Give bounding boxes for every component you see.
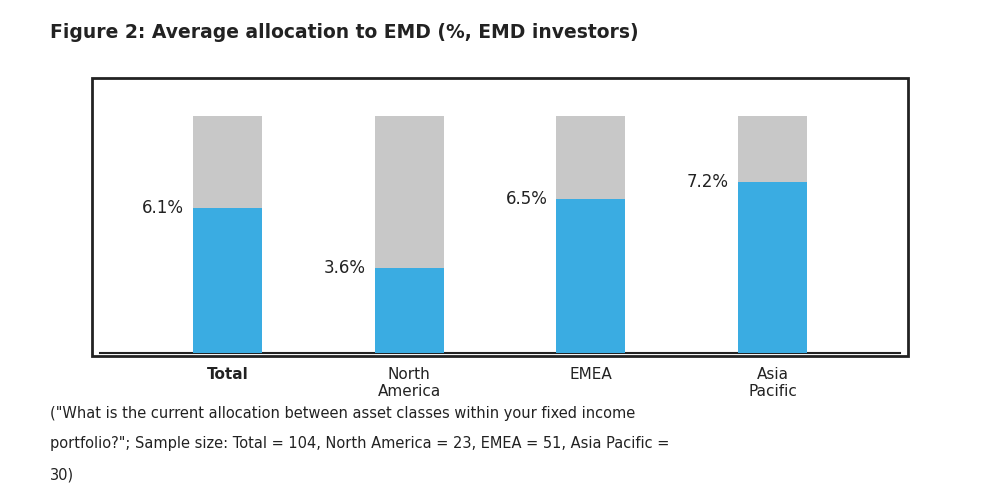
Text: portfolio?"; Sample size: Total = 104, North America = 23, EMEA = 51, Asia Pacif: portfolio?"; Sample size: Total = 104, N… <box>50 436 669 451</box>
Text: 6.5%: 6.5% <box>505 190 547 208</box>
Text: ("What is the current allocation between asset classes within your fixed income: ("What is the current allocation between… <box>50 406 635 421</box>
Text: 3.6%: 3.6% <box>323 259 365 277</box>
Bar <box>556 116 625 199</box>
Bar <box>92 78 908 355</box>
Bar <box>375 116 444 268</box>
Bar <box>193 209 262 353</box>
Bar <box>193 116 262 209</box>
Text: 6.1%: 6.1% <box>142 200 184 217</box>
Bar <box>556 199 625 353</box>
Bar <box>738 182 807 353</box>
Text: 7.2%: 7.2% <box>687 173 729 192</box>
Bar <box>375 268 444 353</box>
Bar <box>738 116 807 182</box>
Text: Figure 2: Average allocation to EMD (%, EMD investors): Figure 2: Average allocation to EMD (%, … <box>50 23 639 42</box>
Text: 30): 30) <box>50 468 74 483</box>
